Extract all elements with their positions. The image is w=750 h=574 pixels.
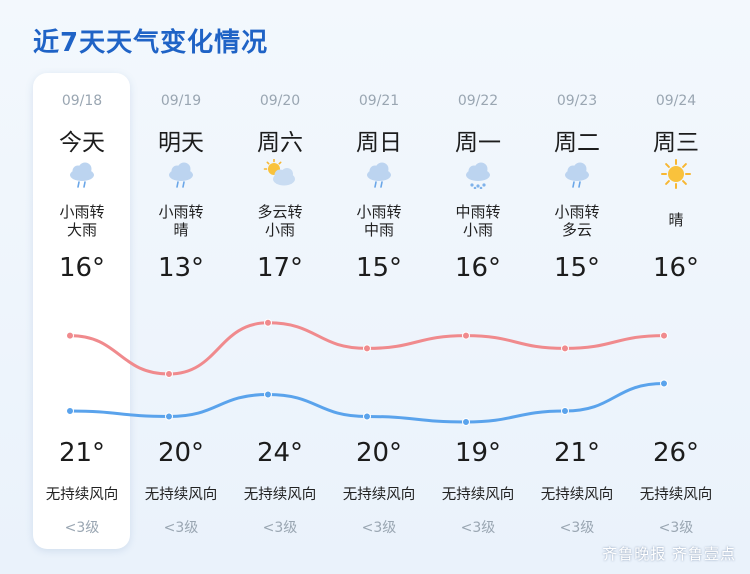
upper-temperature: 15° [553, 253, 601, 283]
condition-line-1: 小雨转 [554, 203, 600, 221]
upper-temperature-point [363, 344, 371, 353]
lower-temperature-point [462, 418, 470, 426]
watermark: 齐鲁晚报 齐鲁壹点 [602, 545, 736, 563]
lower-temperature: 24° [256, 438, 304, 468]
upper-temperature: 13° [157, 253, 205, 283]
lower-temperature: 19° [454, 438, 502, 468]
date-label: 09/24 [655, 93, 697, 109]
rain-cloud-icon [65, 159, 99, 189]
today-highlight-card [33, 73, 130, 549]
date-label: 09/21 [358, 93, 400, 109]
lower-temperature-point [363, 412, 371, 421]
lower-temperature-point [264, 390, 272, 399]
sun-icon [659, 159, 693, 189]
lower-temperature-point [66, 407, 74, 415]
date-label: 09/20 [259, 93, 301, 109]
upper-temperature: 16° [454, 253, 502, 283]
condition-line-1: 小雨转 [59, 203, 105, 221]
date-label: 09/22 [457, 93, 499, 109]
wind-level: <3级 [658, 520, 694, 536]
condition-text: 小雨转 多云 [527, 203, 627, 239]
upper-temperature-point [264, 318, 272, 327]
wind-level: <3级 [559, 520, 595, 536]
condition-line-2: 小雨 [462, 221, 493, 239]
sun-cloud-icon [263, 158, 297, 189]
day-column: 09/19 明天 小雨转 晴 13° 20° 无持续风向 <3级 [131, 73, 231, 549]
weekday-label: 周二 [554, 130, 600, 156]
condition-line-2: 大雨 [66, 221, 97, 239]
upper-temperature: 16° [652, 253, 700, 283]
weekday-label: 今天 [59, 130, 105, 156]
day-column: 09/22 周一 中雨转 小雨 16° 19° 无持续风向 <3级 [428, 73, 528, 549]
upper-temperature: 15° [355, 253, 403, 283]
condition-line-1: 中雨转 [455, 203, 501, 221]
heavy-rain-cloud-icon [461, 159, 495, 190]
lower-temperature: 21° [553, 438, 601, 468]
weekday-label: 周一 [455, 130, 501, 156]
rain-cloud-icon [560, 159, 594, 189]
upper-temperature: 17° [256, 253, 304, 283]
wind-level: <3级 [262, 520, 298, 536]
wind-direction: 无持续风向 [45, 487, 119, 503]
wind-direction: 无持续风向 [243, 487, 317, 503]
date-label: 09/18 [61, 93, 103, 109]
weekday-label: 明天 [158, 130, 204, 156]
wind-direction: 无持续风向 [441, 487, 515, 503]
condition-text: 多云转 小雨 [230, 203, 330, 239]
wind-direction: 无持续风向 [540, 487, 614, 503]
day-column: 09/21 周日 小雨转 中雨 15° 20° 无持续风向 <3级 [329, 73, 429, 549]
rain-cloud-icon [164, 159, 198, 189]
condition-line-2: 多云 [561, 221, 592, 239]
condition-text: 中雨转 小雨 [428, 203, 528, 239]
wind-direction: 无持续风向 [342, 487, 416, 503]
condition-line-2: 晴 [173, 221, 189, 239]
lower-temperature-point [660, 379, 668, 388]
weekday-label: 周六 [257, 130, 303, 156]
wind-level: <3级 [64, 520, 100, 536]
upper-temperature-point [660, 331, 668, 340]
wind-level: <3级 [460, 520, 496, 536]
condition-text: 小雨转 晴 [131, 203, 231, 239]
lower-temperature: 21° [58, 438, 106, 468]
condition-line-1: 小雨转 [356, 203, 402, 221]
day-column: 09/20 周六 多云转 小雨 17° 24° 无持续风向 <3级 [230, 73, 330, 549]
condition-line-1: 晴 [668, 211, 684, 229]
upper-temperature-point [165, 370, 173, 378]
condition-text: 晴 [626, 211, 726, 229]
condition-text: 小雨转 大雨 [32, 203, 132, 239]
wind-level: <3级 [361, 520, 397, 536]
weekday-label: 周三 [653, 130, 699, 156]
condition-line-1: 多云转 [257, 203, 303, 221]
day-column: 09/23 周二 小雨转 多云 15° 21° 无持续风向 <3级 [527, 73, 627, 549]
lower-temperature: 20° [355, 438, 403, 468]
upper-temperature-point [561, 344, 569, 353]
lower-temperature: 20° [157, 438, 205, 468]
condition-text: 小雨转 中雨 [329, 203, 429, 239]
upper-temperature-point [66, 331, 74, 340]
lower-temperature-point [165, 412, 173, 421]
rain-cloud-icon [362, 159, 396, 189]
lower-temperature-point [561, 407, 569, 415]
date-label: 09/23 [556, 93, 598, 109]
page-title: 近7天天气变化情况 [33, 28, 269, 58]
condition-line-2: 小雨 [264, 221, 295, 239]
condition-line-2: 中雨 [363, 221, 394, 239]
weekday-label: 周日 [356, 130, 402, 156]
condition-line-1: 小雨转 [158, 203, 204, 221]
day-column: 09/24 周三 晴 16° 26° 无持续风向 <3级 [626, 73, 726, 549]
lower-temperature: 26° [652, 438, 700, 468]
date-label: 09/19 [160, 93, 202, 109]
wind-direction: 无持续风向 [639, 487, 713, 503]
wind-level: <3级 [163, 520, 199, 536]
upper-temperature-point [462, 331, 470, 340]
upper-temperature: 16° [58, 253, 106, 283]
wind-direction: 无持续风向 [144, 487, 218, 503]
day-column: 09/18 今天 小雨转 大雨 16° 21° 无持续风向 <3级 [32, 73, 132, 549]
